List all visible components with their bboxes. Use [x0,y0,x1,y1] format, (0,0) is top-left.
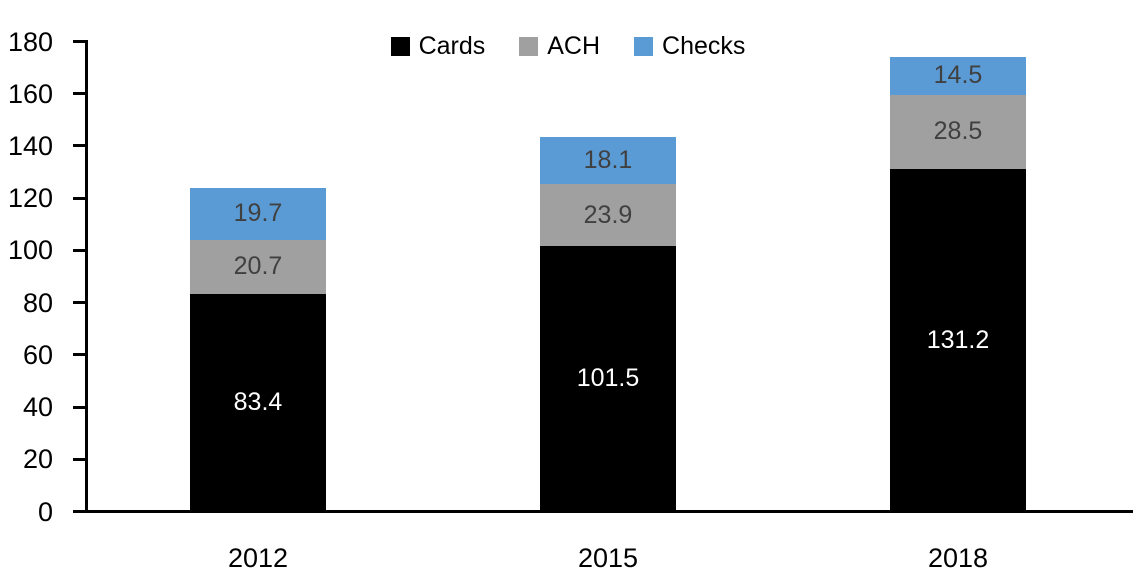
y-axis-tick-label: 140 [7,130,53,161]
x-axis-label-2018: 2018 [927,542,989,573]
bar-segment-cards-2012: 83.4 [190,293,326,512]
y-axis-tick-label: 160 [7,78,53,109]
y-axis-tick-label: 0 [37,496,53,527]
segment-value-label: 101.5 [576,364,640,393]
legend-item-ach: ACH [519,31,601,60]
bar-segment-checks-2018: 14.5 [890,56,1026,95]
y-axis-tick-label: 180 [7,26,53,57]
y-axis-tick-label: 60 [22,339,53,370]
legend-marker-checks-icon [634,36,654,56]
x-axis-label-2012: 2012 [227,542,289,573]
segment-value-label: 131.2 [926,325,990,354]
y-axis-tick [73,510,85,513]
legend-label: Checks [662,31,746,60]
segment-value-label: 28.5 [933,117,983,146]
y-axis-tick-label: 100 [7,235,53,266]
chart-legend: Cards ACH Checks [0,31,1136,61]
y-axis-tick [73,144,85,148]
legend-item-checks: Checks [634,31,746,60]
legend-marker-cards-icon [390,36,410,56]
segment-value-label: 23.9 [583,200,633,229]
bar-segment-ach-2012: 20.7 [190,239,326,294]
bar-segment-checks-2012: 19.7 [190,188,326,240]
bar-segment-cards-2018: 131.2 [890,168,1026,512]
x-axis-label-2015: 2015 [577,542,639,573]
legend-label: Cards [418,31,486,60]
segment-value-label: 20.7 [233,252,283,281]
segment-value-label: 83.4 [233,388,283,417]
segment-value-label: 18.1 [583,145,633,174]
y-axis-tick [73,457,85,461]
bar-segment-ach-2018: 28.5 [890,94,1026,169]
x-axis-line [85,510,1133,513]
y-axis-tick [73,92,85,96]
bar-segment-ach-2015: 23.9 [540,184,676,247]
y-axis-tick [73,301,85,305]
bar-segment-checks-2015: 18.1 [540,136,676,185]
segment-value-label: 14.5 [933,61,983,90]
y-axis-line [85,40,88,513]
y-axis-tick [73,353,85,357]
legend-item-cards: Cards [390,31,486,60]
y-axis-tick [73,405,85,409]
y-axis-tick [73,40,85,43]
y-axis-tick [73,196,85,200]
y-axis-tick-label: 40 [22,392,53,423]
segment-value-label: 19.7 [233,199,283,228]
y-axis-tick [73,248,85,252]
y-axis-tick-label: 80 [22,287,53,318]
y-axis-tick-label: 20 [22,444,53,475]
legend-label: ACH [547,31,601,60]
legend-marker-ach-icon [519,36,539,56]
y-axis-tick-label: 120 [7,183,53,214]
bar-segment-cards-2015: 101.5 [540,246,676,512]
